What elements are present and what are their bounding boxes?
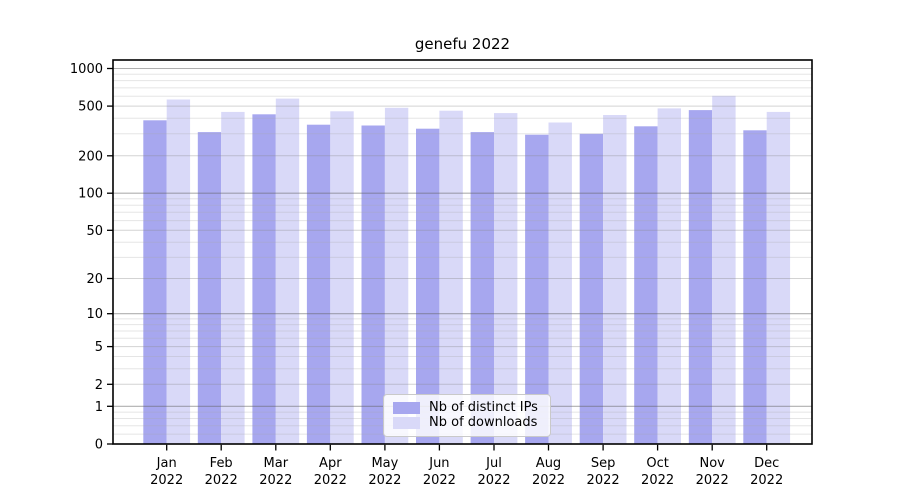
legend-label-distinct-ips: Nb of distinct IPs [429, 399, 538, 415]
x-tick-year-dec: 2022 [750, 473, 783, 488]
x-tick-year-oct: 2022 [641, 473, 674, 488]
bar-distinct-ips-nov [688, 110, 713, 444]
bar-downloads-oct [657, 108, 681, 445]
x-tick-label-aug: Aug [536, 456, 561, 471]
x-tick-year-feb: 2022 [205, 473, 238, 488]
bar-downloads-jun [439, 110, 463, 444]
bar-distinct-ips-jul [470, 132, 494, 444]
y-tick-label-10: 10 [86, 307, 103, 322]
x-tick-year-sep: 2022 [587, 473, 620, 488]
x-tick-year-jan: 2022 [150, 473, 183, 488]
x-tick-year-may: 2022 [368, 473, 401, 488]
x-tick-label-jan: Jan [156, 456, 177, 471]
y-tick-label-1: 1 [95, 400, 103, 415]
bar-downloads-nov [712, 95, 736, 445]
x-tick-year-nov: 2022 [696, 473, 729, 488]
bar-downloads-jan [166, 99, 191, 444]
x-tick-label-jul: Jul [485, 456, 502, 471]
x-tick-label-nov: Nov [700, 456, 726, 471]
bar-distinct-ips-jan [143, 120, 167, 445]
y-tick-label-5: 5 [95, 340, 103, 355]
legend-box: Nb of distinct IPs Nb of downloads [383, 394, 551, 437]
legend-swatch-distinct-ips [393, 401, 420, 414]
y-tick-label-0: 0 [95, 438, 103, 453]
bar-downloads-apr [330, 111, 354, 445]
y-tick-label-2: 2 [95, 378, 103, 393]
legend-swatch-downloads [393, 417, 420, 430]
x-tick-label-apr: Apr [319, 456, 342, 471]
x-tick-label-mar: Mar [264, 456, 289, 471]
x-tick-year-aug: 2022 [532, 473, 565, 488]
bar-downloads-feb [221, 111, 245, 445]
y-tick-label-1000: 1000 [70, 62, 103, 77]
bar-distinct-ips-aug [525, 134, 549, 444]
bar-downloads-sep [603, 115, 627, 444]
legend-label-downloads: Nb of downloads [429, 415, 538, 431]
y-tick-label-50: 50 [86, 224, 103, 239]
bar-downloads-mar [275, 98, 300, 444]
bar-downloads-aug [548, 122, 572, 444]
x-tick-label-sep: Sep [591, 456, 616, 471]
legend-row-distinct-ips: Nb of distinct IPs [393, 399, 541, 415]
bar-downloads-may [384, 107, 409, 445]
bar-distinct-ips-oct [634, 126, 658, 445]
bar-distinct-ips-may [361, 125, 385, 444]
legend-row-downloads: Nb of downloads [393, 416, 541, 430]
x-tick-label-may: May [371, 456, 398, 471]
x-tick-label-oct: Oct [646, 456, 668, 471]
x-tick-label-feb: Feb [210, 456, 233, 471]
x-tick-year-apr: 2022 [314, 473, 347, 488]
y-tick-label-20: 20 [86, 272, 103, 287]
x-tick-label-jun: Jun [428, 456, 449, 471]
bar-distinct-ips-apr [306, 124, 331, 444]
x-tick-label-dec: Dec [754, 456, 779, 471]
bar-distinct-ips-sep [579, 133, 604, 445]
plot-border [112, 59, 813, 445]
bar-distinct-ips-jun [416, 128, 440, 444]
bar-downloads-jul [494, 113, 518, 444]
x-tick-year-jul: 2022 [477, 473, 510, 488]
bar-distinct-ips-mar [252, 114, 276, 445]
y-tick-label-500: 500 [78, 100, 103, 115]
y-tick-label-100: 100 [78, 187, 103, 202]
x-tick-year-mar: 2022 [259, 473, 292, 488]
bar-distinct-ips-dec [743, 130, 767, 445]
bar-downloads-dec [766, 111, 791, 445]
bar-distinct-ips-feb [197, 132, 222, 444]
x-tick-year-jun: 2022 [423, 473, 456, 488]
chart-title: genefu 2022 [414, 35, 511, 53]
y-tick-label-200: 200 [78, 149, 103, 164]
